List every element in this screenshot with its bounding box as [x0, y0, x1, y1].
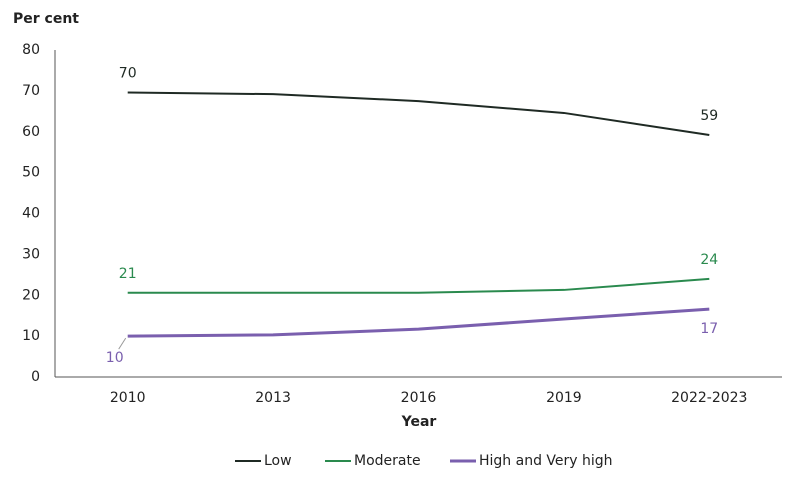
y-tick-label: 70 [22, 83, 40, 99]
y-tick-label: 40 [22, 206, 40, 222]
y-axis-title: Per cent [13, 11, 79, 27]
data-label: 70 [119, 66, 137, 82]
x-tick-label: 2022-2023 [671, 390, 747, 406]
y-tick-label: 10 [22, 328, 40, 344]
y-tick-label: 20 [22, 287, 40, 303]
series-line [127, 277, 710, 294]
x-tick-label: 2013 [255, 390, 291, 406]
series-line [127, 91, 710, 137]
x-tick-label: 2010 [110, 390, 146, 406]
y-tick-label: 50 [22, 165, 40, 181]
x-tick-label: 2019 [546, 390, 582, 406]
data-label: 17 [700, 321, 718, 337]
legend-label: Low [264, 453, 292, 469]
y-tick-label: 0 [31, 369, 40, 385]
data-label: 24 [700, 252, 718, 268]
y-tick-label: 60 [22, 124, 40, 140]
y-tick-label: 80 [22, 42, 40, 58]
data-label: 59 [700, 108, 718, 124]
x-tick-label: 2016 [401, 390, 437, 406]
x-axis-title: Year [401, 414, 437, 430]
legend-label: Moderate [354, 453, 421, 469]
data-label: 10 [106, 350, 124, 366]
series-line [127, 307, 710, 338]
data-label: 21 [119, 266, 137, 282]
y-tick-label: 30 [22, 246, 40, 262]
leader-line [118, 337, 127, 350]
legend-label: High and Very high [479, 453, 613, 469]
